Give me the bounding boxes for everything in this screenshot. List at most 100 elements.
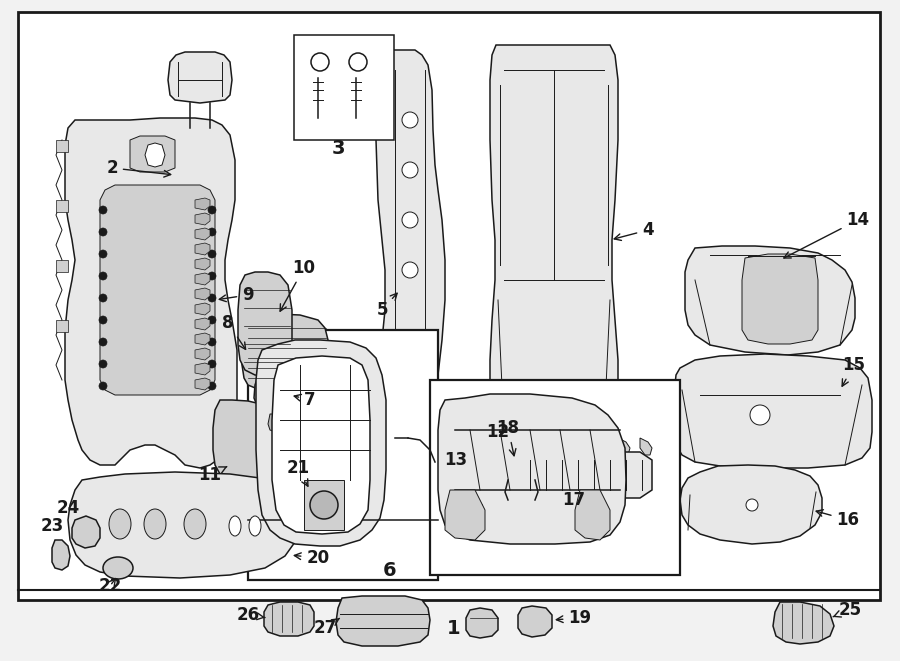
Polygon shape: [575, 490, 610, 540]
Polygon shape: [336, 596, 430, 646]
Text: 6: 6: [383, 561, 397, 580]
Polygon shape: [238, 272, 292, 376]
Circle shape: [208, 294, 216, 302]
Circle shape: [99, 206, 107, 214]
Circle shape: [208, 228, 216, 236]
Text: 17: 17: [562, 491, 586, 509]
Polygon shape: [500, 440, 546, 482]
Polygon shape: [130, 136, 175, 172]
Polygon shape: [596, 438, 608, 455]
Text: 15: 15: [842, 356, 866, 386]
Polygon shape: [742, 254, 818, 344]
Polygon shape: [552, 438, 564, 455]
Circle shape: [208, 382, 216, 390]
Polygon shape: [268, 414, 282, 432]
Polygon shape: [195, 348, 210, 360]
Ellipse shape: [103, 557, 133, 579]
Text: 8: 8: [222, 314, 246, 350]
Polygon shape: [195, 363, 210, 375]
Polygon shape: [293, 477, 360, 528]
Ellipse shape: [229, 516, 241, 536]
Text: 2: 2: [106, 159, 171, 177]
Circle shape: [99, 294, 107, 302]
Polygon shape: [145, 143, 165, 167]
Text: 10: 10: [280, 259, 316, 311]
Polygon shape: [195, 213, 210, 225]
Polygon shape: [195, 318, 210, 330]
Circle shape: [208, 250, 216, 258]
Polygon shape: [56, 260, 68, 272]
Circle shape: [402, 262, 418, 278]
Circle shape: [334, 496, 346, 508]
Text: 25: 25: [833, 601, 861, 619]
Text: 12: 12: [486, 423, 509, 441]
Polygon shape: [468, 460, 514, 506]
Text: 1: 1: [447, 619, 461, 637]
Circle shape: [746, 499, 758, 511]
Circle shape: [99, 228, 107, 236]
Circle shape: [314, 496, 326, 508]
Circle shape: [99, 382, 107, 390]
Text: 3: 3: [331, 139, 345, 157]
Circle shape: [99, 272, 107, 280]
Polygon shape: [195, 258, 210, 270]
Circle shape: [208, 338, 216, 346]
Polygon shape: [100, 185, 215, 395]
Text: 27: 27: [313, 618, 339, 637]
Polygon shape: [685, 246, 855, 355]
Bar: [430, 380, 680, 575]
Polygon shape: [618, 438, 630, 455]
Polygon shape: [640, 438, 652, 455]
Polygon shape: [438, 394, 626, 544]
Circle shape: [349, 53, 367, 71]
Text: 7: 7: [294, 391, 316, 409]
Bar: [294, 35, 394, 140]
Text: 18: 18: [497, 419, 519, 456]
Polygon shape: [674, 354, 872, 468]
Polygon shape: [520, 452, 652, 498]
Ellipse shape: [109, 509, 131, 539]
Text: 9: 9: [220, 286, 254, 304]
Polygon shape: [195, 228, 210, 240]
Circle shape: [208, 206, 216, 214]
Polygon shape: [254, 374, 300, 416]
Circle shape: [402, 212, 418, 228]
Polygon shape: [773, 602, 834, 644]
Polygon shape: [195, 303, 210, 315]
Polygon shape: [256, 340, 386, 546]
Circle shape: [99, 360, 107, 368]
Text: 16: 16: [816, 510, 860, 529]
Text: 19: 19: [556, 609, 591, 627]
Circle shape: [311, 53, 329, 71]
Polygon shape: [168, 52, 232, 103]
Text: 4: 4: [614, 221, 653, 241]
Polygon shape: [574, 438, 586, 455]
Polygon shape: [195, 378, 210, 390]
Polygon shape: [72, 516, 100, 548]
Text: 24: 24: [57, 499, 79, 517]
Circle shape: [208, 360, 216, 368]
Polygon shape: [68, 472, 298, 578]
Polygon shape: [56, 320, 68, 332]
Polygon shape: [195, 333, 210, 345]
Polygon shape: [195, 243, 210, 255]
Text: 22: 22: [98, 577, 122, 595]
Polygon shape: [56, 140, 68, 152]
Polygon shape: [65, 118, 237, 468]
Text: 20: 20: [294, 549, 329, 567]
Text: 14: 14: [784, 211, 869, 258]
Polygon shape: [272, 356, 370, 534]
Polygon shape: [530, 438, 542, 455]
Polygon shape: [344, 455, 380, 486]
Polygon shape: [334, 50, 445, 462]
Polygon shape: [490, 45, 618, 448]
Polygon shape: [52, 540, 70, 570]
Ellipse shape: [184, 509, 206, 539]
Polygon shape: [213, 400, 287, 483]
Polygon shape: [242, 314, 328, 393]
Text: 5: 5: [376, 293, 397, 319]
Polygon shape: [195, 288, 210, 300]
Circle shape: [99, 316, 107, 324]
Polygon shape: [56, 200, 68, 212]
Text: 11: 11: [199, 466, 227, 484]
